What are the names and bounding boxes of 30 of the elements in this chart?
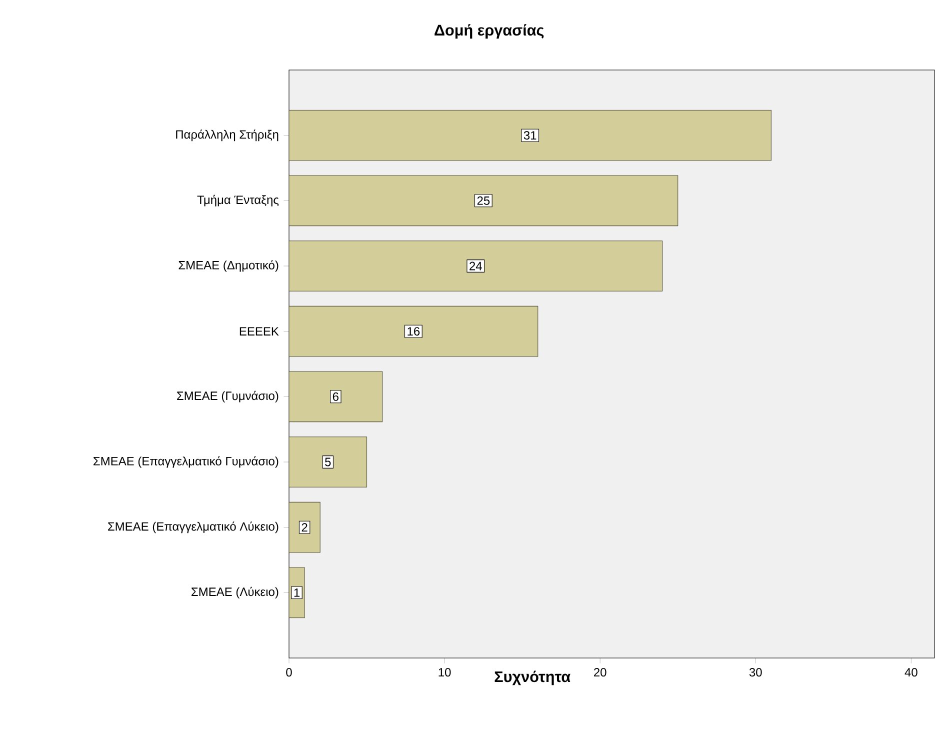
data-label: 31 xyxy=(524,131,536,140)
data-label: 5 xyxy=(325,458,331,466)
bar xyxy=(289,436,368,488)
data-label: 2 xyxy=(302,523,308,532)
y-tick-label: ΣΜΕΑΕ (Επαγγελματικό Γυμνάσιο) xyxy=(94,456,278,468)
x-tick-label: 10 xyxy=(438,668,451,677)
bar xyxy=(289,502,320,553)
data-label: 24 xyxy=(470,262,482,270)
data-label: 1 xyxy=(294,588,300,597)
y-tick-label: ΣΜΕΑΕ (Λύκειο) xyxy=(192,586,278,598)
x-axis-title: Συχνότητα xyxy=(494,670,570,686)
bar xyxy=(289,371,383,422)
bar xyxy=(289,240,663,292)
y-tick-label: ΣΜΕΑΕ (Επαγγελματικό Λύκειο) xyxy=(108,522,278,534)
x-tick-label: 0 xyxy=(286,668,292,677)
data-label: 16 xyxy=(408,327,420,336)
bar xyxy=(289,306,538,357)
bar xyxy=(289,110,772,161)
x-tick-label: 40 xyxy=(904,668,918,677)
y-tick-label: ΣΜΕΑΕ (Γυμνάσιο) xyxy=(177,390,278,402)
chart-title: Δομή εργασίας xyxy=(434,24,544,39)
data-label: 25 xyxy=(477,196,490,205)
y-tick-label: ΕΕΕΕΚ xyxy=(240,327,279,336)
y-tick-label: ΣΜΕΑΕ (Δημοτικό) xyxy=(178,260,278,272)
bar xyxy=(289,175,678,226)
y-tick-label: Παράλληλη Στήριξη xyxy=(176,130,278,142)
x-tick-label: 30 xyxy=(749,668,762,677)
data-label: 6 xyxy=(332,392,338,401)
x-tick-label: 20 xyxy=(594,668,606,677)
y-tick-label: Τμήμα Ένταξης xyxy=(197,194,279,206)
